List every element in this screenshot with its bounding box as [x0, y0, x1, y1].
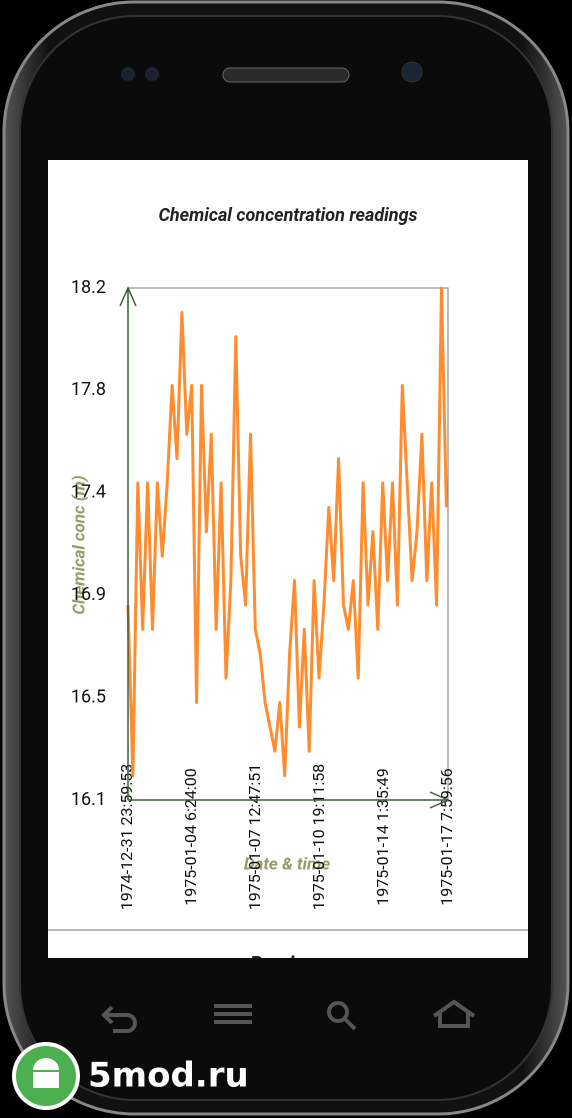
y-axis-label: Chemical conc (m)	[69, 475, 89, 615]
home-icon[interactable]	[432, 999, 476, 1028]
x-tick-label: 1975-01-07 12:47:51	[245, 764, 264, 910]
x-tick-label: 1975-01-14 1:35:49	[373, 768, 392, 905]
x-tick-label: 1974-12-31 23:59:53	[117, 764, 136, 910]
chart-title: Chemical concentration readings	[158, 205, 417, 226]
camera	[401, 61, 423, 83]
y-tick-label: 16.1	[71, 789, 106, 810]
android-icon	[33, 1058, 59, 1088]
y-axis-arrow	[119, 286, 137, 307]
search-icon-handle	[343, 1017, 357, 1031]
x-tick-label: 1975-01-10 19:11:58	[309, 764, 328, 910]
speaker	[222, 67, 350, 83]
y-tick-label: 16.5	[71, 686, 106, 707]
x-tick-label: 1975-01-17 7:59:56	[437, 768, 456, 905]
search-icon[interactable]	[327, 1001, 349, 1023]
y-tick-label: 18.2	[71, 277, 106, 298]
nav-bar	[101, 999, 476, 1033]
y-tick-label: 17.8	[71, 379, 106, 400]
y-tick-label: 16.9	[71, 584, 106, 605]
data-line	[126, 286, 448, 778]
sensor	[121, 67, 135, 81]
read-me-button[interactable]: Read me	[250, 951, 327, 975]
watermark: 5mod.ru	[12, 1042, 249, 1110]
x-axis-arrow	[429, 791, 450, 809]
plot: 16.1 16.5 16.9 17.4 17.8 18.2 1974-12-31 23:59…	[71, 277, 456, 910]
y-tick-label: 17.4	[71, 482, 106, 503]
x-tick-label: 1975-01-04 6:24:00	[181, 768, 200, 905]
x-axis-label: Date & time	[244, 854, 330, 874]
back-icon[interactable]	[101, 1005, 137, 1033]
watermark-text: 5mod.ru	[88, 1056, 249, 1096]
button-label[interactable]: Read me	[250, 951, 327, 975]
menu-icon[interactable]	[214, 1004, 252, 1024]
sensor	[145, 67, 159, 81]
